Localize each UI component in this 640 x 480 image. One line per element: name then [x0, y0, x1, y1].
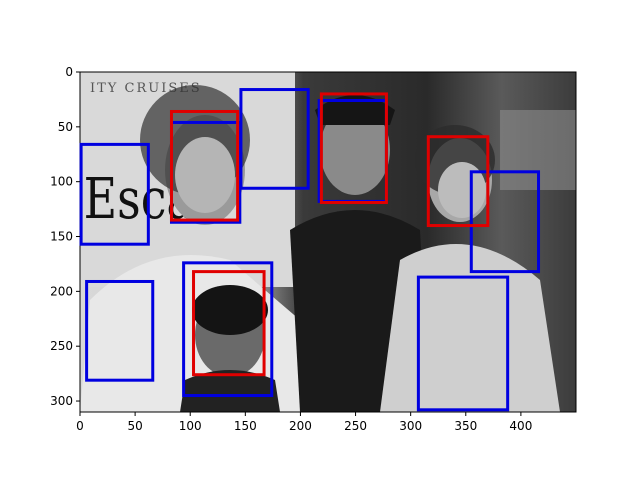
blue-box-6: [182, 261, 274, 398]
x-tick-label-1: 50: [127, 419, 142, 433]
x-tick-label-2: 100: [179, 419, 202, 433]
x-tick-label-8: 400: [509, 419, 532, 433]
photo: Esca ITY CRUISES: [80, 72, 576, 412]
blue-box-0: [79, 142, 150, 246]
officer-cap: [315, 95, 395, 125]
detection-boxes: [79, 88, 541, 412]
x-tick-label-7: 350: [454, 419, 477, 433]
y-axis: 0 50 100 150 200 250 300: [50, 65, 80, 408]
x-axis: 0 50 100 150 200 250 300 350 400: [76, 412, 532, 433]
blue-box-7: [416, 275, 510, 412]
y-tick-label-0: 0: [65, 65, 73, 79]
x-tick-label-0: 0: [76, 419, 84, 433]
blue-box-2: [239, 88, 310, 190]
y-tick-label-5: 250: [50, 339, 73, 353]
y-tick-label-1: 50: [58, 120, 73, 134]
boy-hair: [192, 285, 268, 335]
red-box-2: [426, 135, 490, 228]
red-box-0: [169, 109, 240, 222]
y-tick-label-6: 300: [50, 394, 73, 408]
boy-shirt: [180, 370, 280, 412]
red-box-1: [319, 92, 388, 205]
x-tick-label-6: 300: [399, 419, 422, 433]
x-tick-label-3: 150: [234, 419, 257, 433]
red-box-3: [192, 270, 266, 377]
y-tick-label-2: 100: [50, 175, 73, 189]
blue-box-4: [469, 170, 541, 274]
girl-face-skin: [438, 162, 486, 218]
x-tick-label-4: 200: [289, 419, 312, 433]
woman-face-skin: [175, 137, 235, 213]
girl-dress: [380, 244, 560, 412]
y-tick-label-4: 200: [50, 284, 73, 298]
x-tick-label-5: 250: [344, 419, 367, 433]
y-tick-label-3: 150: [50, 230, 73, 244]
blue-box-5: [85, 279, 155, 382]
officer-face: [320, 105, 390, 195]
